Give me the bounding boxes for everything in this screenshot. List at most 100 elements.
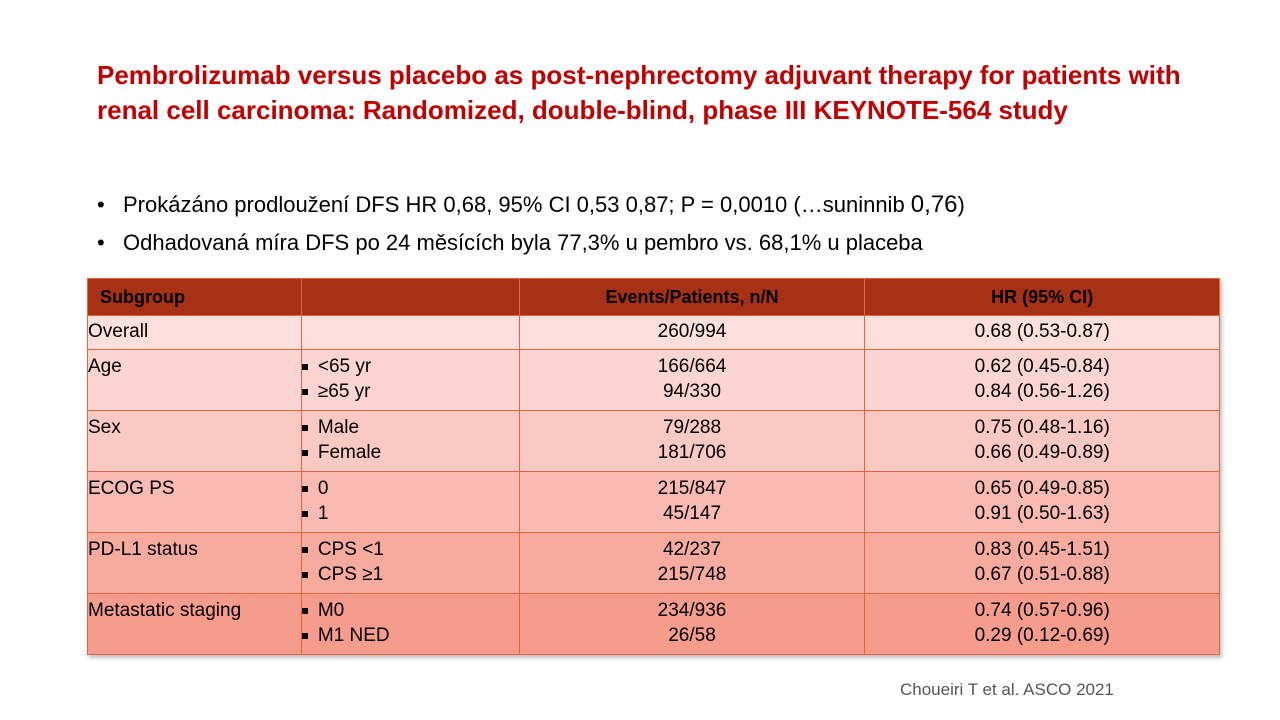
hr-value: 0.62 (0.45-0.84) [974, 356, 1110, 377]
hr-value: 0.67 (0.51-0.88) [974, 564, 1110, 585]
bullet-item: • Prokázáno prodloužení DFS HR 0,68, 95%… [97, 188, 1207, 226]
level-item: CPS <1 [301, 537, 519, 562]
hr-value: 0.66 (0.49-0.89) [974, 442, 1110, 463]
level-label: M1 NED [317, 625, 390, 646]
bullet-text: Prokázáno prodloužení DFS HR 0,68, 95% C… [123, 192, 911, 217]
events-value: 181/706 [657, 442, 727, 463]
subgroup-label: Metastatic staging [88, 600, 242, 621]
subgroup-label: PD-L1 status [88, 539, 198, 560]
table-row: ECOG PS 0 1 215/847 45/147 0.65 (0.49-0.85) 0.… [87, 471, 1220, 533]
level-cell: <65 yr ≥65 yr [300, 349, 520, 411]
events-cell: 166/664 94/330 [518, 349, 866, 411]
bullet-tail: ) [957, 192, 965, 217]
subgroup-label: ECOG PS [88, 478, 175, 499]
level-item: 0 [301, 476, 519, 501]
square-bullet-icon [301, 632, 308, 639]
level-item: M0 [301, 598, 519, 623]
bullet-symbol: • [97, 230, 105, 255]
level-item: Male [301, 415, 519, 440]
events-cell: 260/994 [518, 315, 866, 350]
subgroup-cell: Sex [87, 410, 302, 472]
events-cell: 79/288 181/706 [518, 410, 866, 472]
square-bullet-icon [301, 449, 308, 456]
header-level [300, 278, 520, 316]
events-cell: 42/237 215/748 [518, 532, 866, 594]
table-header-row: Subgroup Events/Patients, n/N HR (95% CI… [87, 278, 1220, 316]
square-bullet-icon [301, 510, 308, 517]
table-row: Metastatic staging M0 M1 NED 234/936 26/58 0.… [87, 593, 1220, 655]
level-cell: Male Female [300, 410, 520, 472]
level-item: Female [301, 440, 519, 465]
citation: Choueiri T et al. ASCO 2021 [900, 680, 1114, 699]
hr-value: 0.29 (0.12-0.69) [974, 625, 1110, 646]
bullet-text: Odhadovaná míra DFS po 24 měsících byla … [123, 230, 923, 255]
hr-value: 0.65 (0.49-0.85) [974, 478, 1110, 499]
level-label: Male [317, 417, 360, 438]
events-value: 79/288 [662, 417, 722, 438]
level-cell: CPS <1 CPS ≥1 [300, 532, 520, 594]
header-events: Events/Patients, n/N [518, 278, 866, 316]
square-bullet-icon [301, 424, 308, 431]
level-label: CPS ≥1 [317, 564, 384, 585]
square-bullet-icon [301, 607, 308, 614]
events-value: 45/147 [662, 503, 722, 524]
level-label: Female [317, 442, 382, 463]
subgroup-cell: Metastatic staging [87, 593, 302, 655]
hr-value: 0.84 (0.56-1.26) [974, 381, 1110, 402]
level-label: 1 [317, 503, 329, 524]
level-cell: M0 M1 NED [300, 593, 520, 655]
subgroup-cell: Age [87, 349, 302, 411]
hr-cell: 0.74 (0.57-0.96) 0.29 (0.12-0.69) [864, 593, 1220, 655]
header-hr: HR (95% CI) [864, 278, 1220, 316]
hr-value: 0.83 (0.45-1.51) [974, 539, 1110, 560]
hr-value: 0.91 (0.50-1.63) [974, 503, 1110, 524]
level-label: <65 yr [317, 356, 372, 377]
events-value: 215/847 [657, 478, 727, 499]
level-cell [300, 315, 520, 350]
square-bullet-icon [301, 571, 308, 578]
level-item: 1 [301, 501, 519, 526]
events-value: 260/994 [657, 321, 727, 342]
square-bullet-icon [301, 363, 308, 370]
bullet-emphasis: 0,76 [910, 191, 958, 218]
events-value: 26/58 [668, 625, 716, 646]
level-item: CPS ≥1 [301, 562, 519, 587]
level-item: <65 yr [301, 354, 519, 379]
slide-title: Pembrolizumab versus placebo as post-nep… [97, 60, 1181, 125]
subgroup-label: Age [88, 356, 122, 377]
events-value: 234/936 [657, 600, 727, 621]
table-row: Sex Male Female 79/288 181/706 0.75 (0.48-1.1… [87, 410, 1220, 472]
hr-cell: 0.83 (0.45-1.51) 0.67 (0.51-0.88) [864, 532, 1220, 594]
table-row: Overall 260/994 0.68 (0.53-0.87) [87, 315, 1220, 350]
events-value: 42/237 [662, 539, 722, 560]
level-label: 0 [317, 478, 329, 499]
hr-value: 0.68 (0.53-0.87) [974, 321, 1110, 342]
hr-cell: 0.68 (0.53-0.87) [864, 315, 1220, 350]
subgroup-table: Subgroup Events/Patients, n/N HR (95% CI… [87, 278, 1220, 655]
events-value: 166/664 [657, 356, 727, 377]
hr-cell: 0.65 (0.49-0.85) 0.91 (0.50-1.63) [864, 471, 1220, 533]
subgroup-label: Overall [88, 321, 149, 342]
hr-cell: 0.62 (0.45-0.84) 0.84 (0.56-1.26) [864, 349, 1220, 411]
hr-value: 0.75 (0.48-1.16) [974, 417, 1110, 438]
level-item: ≥65 yr [301, 379, 519, 404]
hr-cell: 0.75 (0.48-1.16) 0.66 (0.49-0.89) [864, 410, 1220, 472]
events-cell: 215/847 45/147 [518, 471, 866, 533]
header-subgroup: Subgroup [87, 278, 302, 316]
subgroup-cell: Overall [87, 315, 302, 350]
level-label: M0 [317, 600, 345, 621]
events-cell: 234/936 26/58 [518, 593, 866, 655]
square-bullet-icon [301, 485, 308, 492]
level-label: ≥65 yr [317, 381, 371, 402]
square-bullet-icon [301, 388, 308, 395]
subgroup-label: Sex [88, 417, 121, 438]
level-item: M1 NED [301, 623, 519, 648]
bullet-list: • Prokázáno prodloužení DFS HR 0,68, 95%… [97, 188, 1207, 264]
events-value: 215/748 [657, 564, 727, 585]
subgroup-cell: PD-L1 status [87, 532, 302, 594]
table-row: PD-L1 status CPS <1 CPS ≥1 42/237 215/748 0.8… [87, 532, 1220, 594]
table-row: Age <65 yr ≥65 yr 166/664 94/330 0.62 (0.45-0… [87, 349, 1220, 411]
hr-value: 0.74 (0.57-0.96) [974, 600, 1110, 621]
events-value: 94/330 [662, 381, 722, 402]
